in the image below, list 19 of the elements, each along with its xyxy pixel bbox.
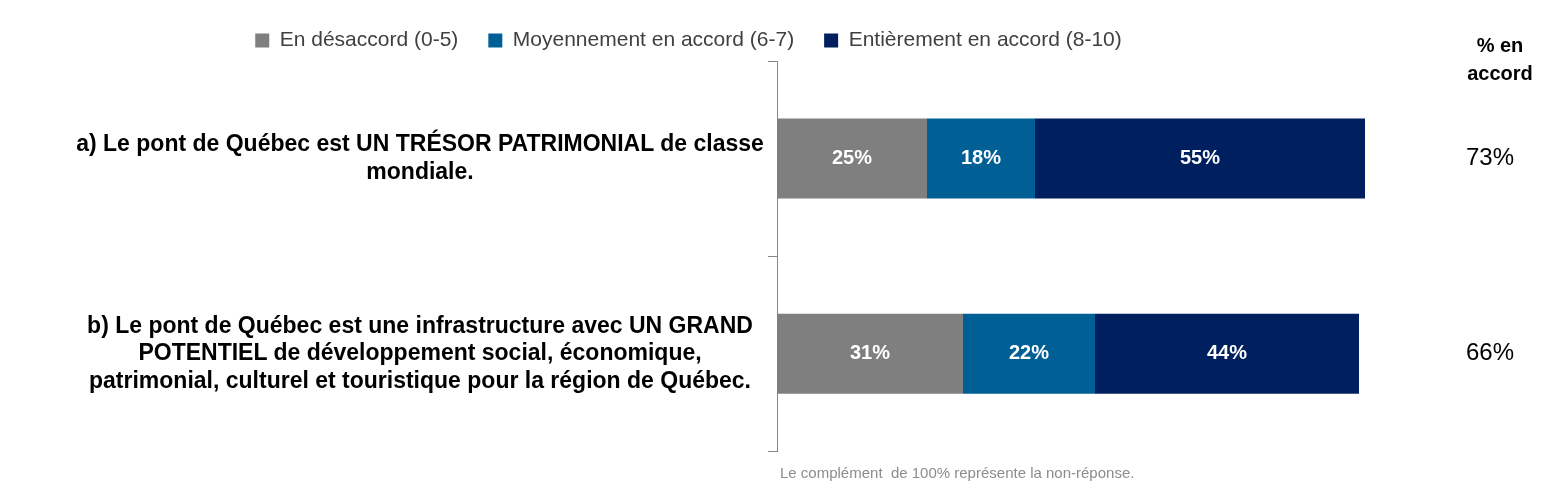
bar (927, 118, 1035, 199)
data-label: 55% (1179, 146, 1221, 169)
data-label: 44% (1206, 341, 1248, 364)
bar (1035, 118, 1365, 199)
text: % en accord (1467, 33, 1533, 84)
data-label: 25% (831, 146, 873, 169)
legend-label: Moyennement en accord (6-7) (512, 27, 795, 51)
text: Le complément de 100% représente la non-réponse. (780, 464, 1135, 482)
data-label: 31% (849, 341, 891, 364)
bar (1095, 313, 1359, 394)
data-label: 22% (1008, 341, 1050, 364)
legend-label: Entièrement en accord (8-10) (848, 27, 1122, 51)
bar (963, 313, 1095, 394)
text: 73% (1465, 143, 1515, 171)
y-tick-label: a) Le pont de Québec est UN TRÉSOR PATRIMONIAL de classe mondiale. (76, 129, 764, 184)
legend-label: En désaccord (0-5) (279, 27, 459, 51)
text: 66% (1465, 338, 1515, 366)
data-label: 18% (960, 146, 1002, 169)
y-tick-label: b) Le pont de Québec est une infrastructure avec UN GRAND POTENTIEL de développement social, économique, patrimonial, culturel et touristique pour la région de Québec. (87, 311, 753, 393)
